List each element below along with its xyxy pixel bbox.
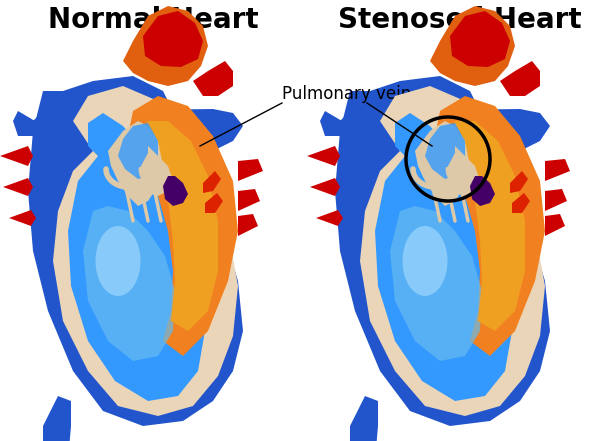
Polygon shape (350, 396, 378, 441)
Polygon shape (163, 176, 188, 206)
Polygon shape (238, 214, 258, 236)
Polygon shape (141, 146, 173, 196)
Text: Pulmonary vein: Pulmonary vein (282, 85, 411, 103)
Polygon shape (415, 121, 470, 206)
Polygon shape (143, 11, 203, 67)
Polygon shape (390, 206, 482, 361)
Polygon shape (238, 189, 260, 211)
Polygon shape (448, 146, 480, 196)
Text: Stenosed Heart: Stenosed Heart (338, 6, 582, 34)
Polygon shape (470, 176, 495, 206)
Polygon shape (238, 159, 263, 181)
Polygon shape (0, 146, 33, 166)
Polygon shape (193, 61, 233, 96)
Polygon shape (510, 171, 528, 193)
Polygon shape (13, 111, 35, 136)
Polygon shape (450, 121, 525, 331)
Ellipse shape (95, 226, 140, 296)
Polygon shape (335, 76, 550, 426)
Polygon shape (430, 6, 515, 86)
Polygon shape (360, 86, 545, 416)
Polygon shape (3, 178, 33, 196)
Polygon shape (425, 123, 465, 179)
Polygon shape (545, 159, 570, 181)
Polygon shape (435, 96, 545, 356)
Polygon shape (68, 113, 205, 401)
Polygon shape (450, 11, 510, 67)
Text: Normal Heart: Normal Heart (47, 6, 258, 34)
Polygon shape (316, 210, 343, 226)
Polygon shape (205, 193, 223, 213)
Polygon shape (128, 96, 238, 356)
Polygon shape (108, 121, 163, 206)
Polygon shape (545, 214, 565, 236)
Polygon shape (340, 109, 550, 151)
Polygon shape (118, 123, 158, 179)
Polygon shape (307, 146, 340, 166)
Polygon shape (53, 86, 238, 416)
Polygon shape (320, 111, 342, 136)
Polygon shape (310, 178, 340, 196)
Polygon shape (375, 113, 512, 401)
Polygon shape (33, 109, 243, 151)
Polygon shape (9, 210, 36, 226)
Polygon shape (43, 396, 71, 441)
Polygon shape (500, 61, 540, 96)
Polygon shape (28, 76, 243, 426)
Polygon shape (545, 189, 567, 211)
Polygon shape (203, 171, 221, 193)
Polygon shape (83, 206, 175, 361)
Polygon shape (123, 6, 208, 86)
Polygon shape (143, 121, 218, 331)
Polygon shape (512, 193, 530, 213)
Ellipse shape (402, 226, 447, 296)
